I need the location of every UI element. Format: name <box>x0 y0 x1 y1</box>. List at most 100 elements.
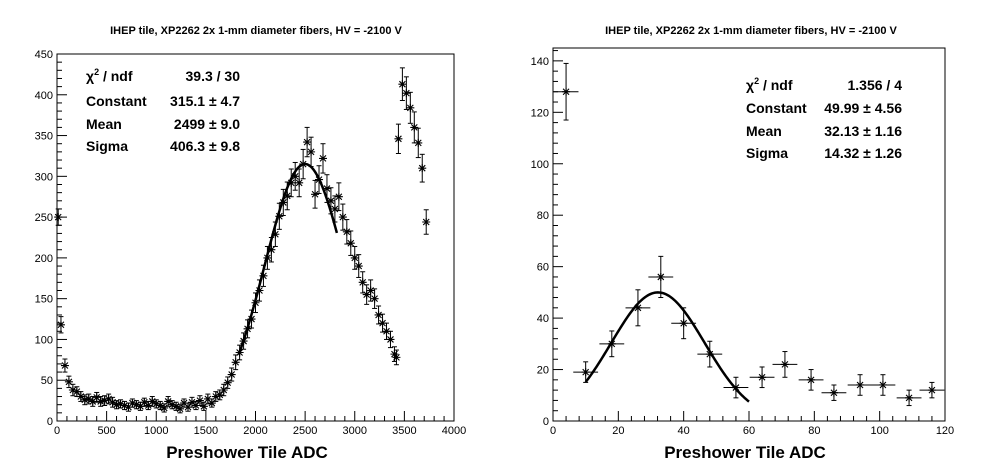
left-data-point <box>311 179 320 209</box>
left-data-point <box>120 400 129 411</box>
right-data-point <box>553 62 579 121</box>
right-y-tick-label: 60 <box>537 262 549 274</box>
left-y-ticks: 0 50 100 150 200 250 300 350 400 450 <box>35 49 67 428</box>
left-data-point <box>92 391 101 403</box>
left-star-marker <box>96 397 105 406</box>
left-star-marker <box>219 386 228 395</box>
left-star-marker <box>124 403 133 412</box>
left-star-marker <box>136 402 145 411</box>
left-data-point <box>362 284 371 305</box>
left-data-point <box>184 402 193 412</box>
left-data-point <box>378 313 387 333</box>
left-data-point <box>54 208 63 226</box>
left-y-tick-label: 150 <box>35 294 53 306</box>
right-stat-constant-value: 49.99 ± 4.56 <box>824 100 902 116</box>
left-star-marker <box>414 138 423 147</box>
right-stat-sigma-value: 14.32 ± 1.26 <box>824 145 902 161</box>
right-x-axis-label: Preshower Tile ADC <box>664 443 826 462</box>
left-star-marker <box>54 213 63 222</box>
left-stat-chi2-label: χ2 / ndf <box>86 67 133 84</box>
left-star-marker <box>398 80 407 89</box>
right-data-point <box>625 289 651 327</box>
left-stat-constant-label: Constant <box>86 93 147 109</box>
left-stat-chi2-value: 39.3 / 30 <box>186 68 241 84</box>
left-y-tick-label: 450 <box>35 49 53 61</box>
right-y-tick-label: 40 <box>537 313 549 325</box>
left-star-marker <box>84 394 93 403</box>
left-data-point <box>402 76 411 110</box>
right-stats-box: χ2 / ndf 1.356 / 4 Constant 49.99 ± 4.56… <box>746 76 902 161</box>
left-star-marker <box>156 401 165 410</box>
left-y-tick-label: 350 <box>35 131 53 143</box>
left-data-point <box>132 400 141 410</box>
left-data-points <box>54 67 431 414</box>
left-star-marker <box>267 245 276 254</box>
left-data-point <box>116 399 125 409</box>
left-star-marker <box>152 399 161 408</box>
left-star-marker <box>303 138 312 147</box>
left-data-point <box>96 396 105 407</box>
left-star-marker <box>342 227 351 236</box>
left-stat-sigma-label: Sigma <box>86 138 128 154</box>
left-star-marker <box>358 278 367 287</box>
left-star-marker <box>354 262 363 271</box>
left-data-point <box>374 305 383 325</box>
right-star-marker <box>679 319 688 328</box>
left-star-marker <box>402 89 411 98</box>
right-x-tick-label: 0 <box>550 425 556 437</box>
left-data-point <box>386 330 395 349</box>
right-x-tick-label: 40 <box>678 425 690 437</box>
left-star-marker <box>108 398 117 407</box>
left-chart-title: IHEP tile, XP2262 2x 1-mm diameter fiber… <box>110 25 402 37</box>
left-y-tick-label: 250 <box>35 212 53 224</box>
left-star-marker <box>338 213 347 222</box>
left-star-marker <box>275 212 284 221</box>
left-star-marker <box>211 392 220 401</box>
left-data-point <box>152 399 161 409</box>
left-star-marker <box>283 191 292 200</box>
left-data-point <box>392 349 401 366</box>
left-x-tick-label: 1500 <box>194 425 218 437</box>
right-stat-mean-value: 32.13 ± 1.16 <box>824 123 902 139</box>
left-star-marker <box>346 239 355 248</box>
left-star-marker <box>287 178 296 187</box>
right-star-marker <box>927 386 936 395</box>
left-star-marker <box>140 398 149 407</box>
left-star-marker <box>128 399 137 408</box>
right-data-point <box>648 255 674 299</box>
right-data-point <box>798 369 824 391</box>
right-star-marker <box>581 368 590 377</box>
left-star-marker <box>60 361 69 370</box>
right-data-point <box>896 389 922 407</box>
left-star-marker <box>180 399 189 408</box>
right-y-tick-label: 120 <box>531 107 549 119</box>
left-star-marker <box>231 358 240 367</box>
left-y-tick-label: 200 <box>35 253 53 265</box>
left-x-tick-label: 500 <box>97 425 115 437</box>
right-x-tick-label: 20 <box>612 425 624 437</box>
left-y-tick-label: 300 <box>35 171 53 183</box>
right-star-marker <box>633 303 642 312</box>
left-star-marker <box>172 402 181 411</box>
left-star-marker <box>199 402 208 411</box>
left-data-point <box>418 153 427 183</box>
left-star-marker <box>203 394 212 403</box>
left-star-marker <box>366 286 375 295</box>
right-stat-sigma-label: Sigma <box>746 145 788 161</box>
left-data-point <box>112 400 121 410</box>
left-star-marker <box>64 377 73 386</box>
left-stat-constant-value: 315.1 ± 4.7 <box>170 93 240 109</box>
left-data-point <box>199 401 208 411</box>
left-star-marker <box>370 294 379 303</box>
left-data-point <box>56 316 65 334</box>
left-star-marker <box>422 218 431 227</box>
left-data-point <box>223 376 232 389</box>
left-star-marker <box>120 401 129 410</box>
left-data-point <box>370 288 379 309</box>
left-y-tick-label: 0 <box>47 416 53 428</box>
left-star-marker <box>418 164 427 173</box>
left-data-point <box>291 161 300 191</box>
right-data-point <box>697 340 723 368</box>
left-x-tick-label: 2500 <box>293 425 317 437</box>
